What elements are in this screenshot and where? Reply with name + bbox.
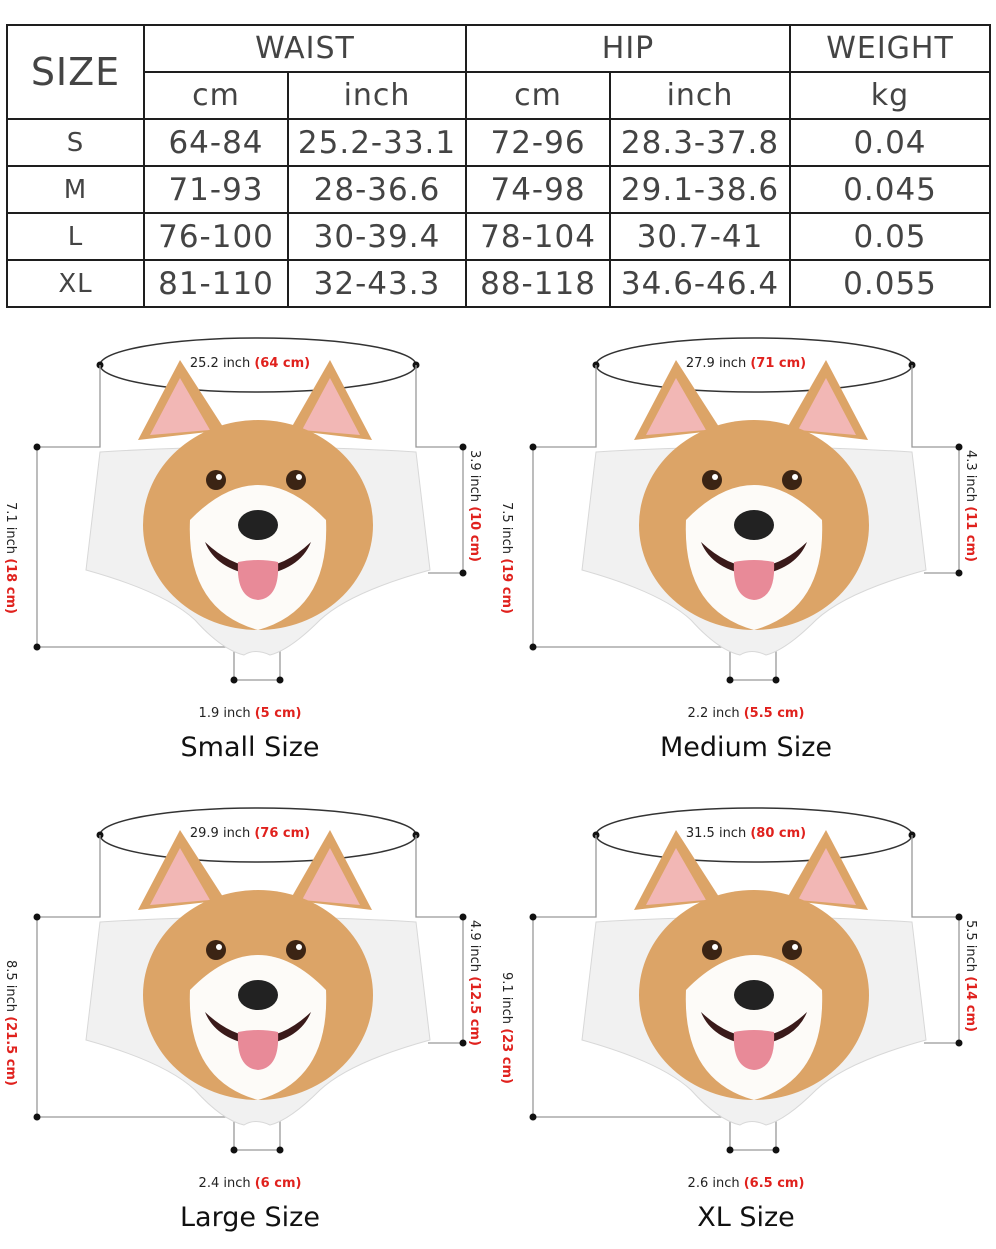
waist-measurement: 29.9 inch (76 cm): [189, 826, 311, 841]
size-title: XL Size: [697, 1202, 795, 1233]
size-label: S: [6, 118, 145, 167]
size-title: Large Size: [180, 1202, 320, 1233]
hip-inch: 30.7-41: [609, 212, 792, 261]
weight-kg: 0.045: [789, 165, 992, 214]
hip-inch: 29.1-38.6: [609, 165, 792, 214]
table-row: XL 81-110 32-43.3 88-118 34.6-46.4 0.055: [6, 259, 992, 308]
length-measurement: 7.5 inch (19 cm): [499, 502, 514, 614]
size-label: XL: [6, 259, 145, 308]
size-chart-table: SIZE WAIST HIP WEIGHT cm inch cm inch kg…: [6, 24, 992, 308]
unit-hip-cm: cm: [465, 71, 612, 120]
side-measurement: 5.5 inch (14 cm): [963, 920, 978, 1032]
corgi-brief-illustration: [529, 807, 963, 1154]
header-size: SIZE: [6, 24, 145, 120]
weight-kg: 0.04: [789, 118, 992, 167]
unit-waist-cm: cm: [143, 71, 289, 120]
header-weight: WEIGHT: [789, 24, 992, 73]
waist-measurement: 27.9 inch (71 cm): [685, 356, 807, 371]
corgi-brief-illustration: [529, 337, 963, 684]
hip-cm: 74-98: [465, 165, 612, 214]
weight-kg: 0.055: [789, 259, 992, 308]
size-label: L: [6, 212, 145, 261]
side-measurement: 4.3 inch (11 cm): [963, 450, 978, 562]
waist-cm: 81-110: [143, 259, 289, 308]
unit-hip-inch: inch: [609, 71, 792, 120]
hip-cm: 78-104: [465, 212, 612, 261]
size-label: M: [6, 165, 145, 214]
hip-inch: 34.6-46.4: [609, 259, 792, 308]
diagram-small: 25.2 inch (64 cm) 7.1 inch (18 cm) 3.9 i…: [0, 330, 500, 790]
length-measurement: 8.5 inch (21.5 cm): [3, 960, 18, 1086]
diagram-medium: 27.9 inch (71 cm) 7.5 inch (19 cm) 4.3 i…: [496, 330, 996, 790]
size-title: Medium Size: [660, 732, 832, 763]
crotch-measurement: 1.9 inch (5 cm): [198, 706, 302, 721]
crotch-measurement: 2.2 inch (5.5 cm): [687, 706, 805, 721]
waist-inch: 25.2-33.1: [286, 118, 468, 167]
waist-measurement: 31.5 inch (80 cm): [685, 826, 807, 841]
table-row: L 76-100 30-39.4 78-104 30.7-41 0.05: [6, 212, 992, 261]
waist-inch: 28-36.6: [286, 165, 468, 214]
crotch-measurement: 2.4 inch (6 cm): [198, 1176, 302, 1191]
length-measurement: 7.1 inch (18 cm): [3, 502, 18, 614]
header-waist: WAIST: [142, 24, 468, 73]
size-title: Small Size: [180, 732, 320, 763]
weight-kg: 0.05: [789, 212, 992, 261]
diagram-large: 29.9 inch (76 cm) 8.5 inch (21.5 cm) 4.9…: [0, 800, 500, 1249]
waist-cm: 76-100: [143, 212, 289, 261]
hip-cm: 72-96: [465, 118, 612, 167]
hip-inch: 28.3-37.8: [609, 118, 792, 167]
side-measurement: 3.9 inch (10 cm): [467, 450, 482, 562]
waist-inch: 30-39.4: [286, 212, 468, 261]
unit-weight-kg: kg: [789, 71, 992, 120]
length-measurement: 9.1 inch (23 cm): [499, 972, 514, 1084]
diagram-xl: 31.5 inch (80 cm) 9.1 inch (23 cm) 5.5 i…: [496, 800, 996, 1249]
corgi-brief-illustration: [33, 807, 467, 1154]
waist-cm: 64-84: [143, 118, 289, 167]
table-row: M 71-93 28-36.6 74-98 29.1-38.6 0.045: [6, 165, 992, 214]
waist-inch: 32-43.3: [286, 259, 468, 308]
hip-cm: 88-118: [465, 259, 612, 308]
crotch-measurement: 2.6 inch (6.5 cm): [687, 1176, 805, 1191]
waist-cm: 71-93: [143, 165, 289, 214]
unit-waist-inch: inch: [286, 71, 468, 120]
table-row: S 64-84 25.2-33.1 72-96 28.3-37.8 0.04: [6, 118, 992, 167]
header-hip: HIP: [465, 24, 792, 73]
corgi-brief-illustration: [33, 337, 467, 684]
waist-measurement: 25.2 inch (64 cm): [189, 356, 311, 371]
side-measurement: 4.9 inch (12.5 cm): [467, 920, 482, 1046]
